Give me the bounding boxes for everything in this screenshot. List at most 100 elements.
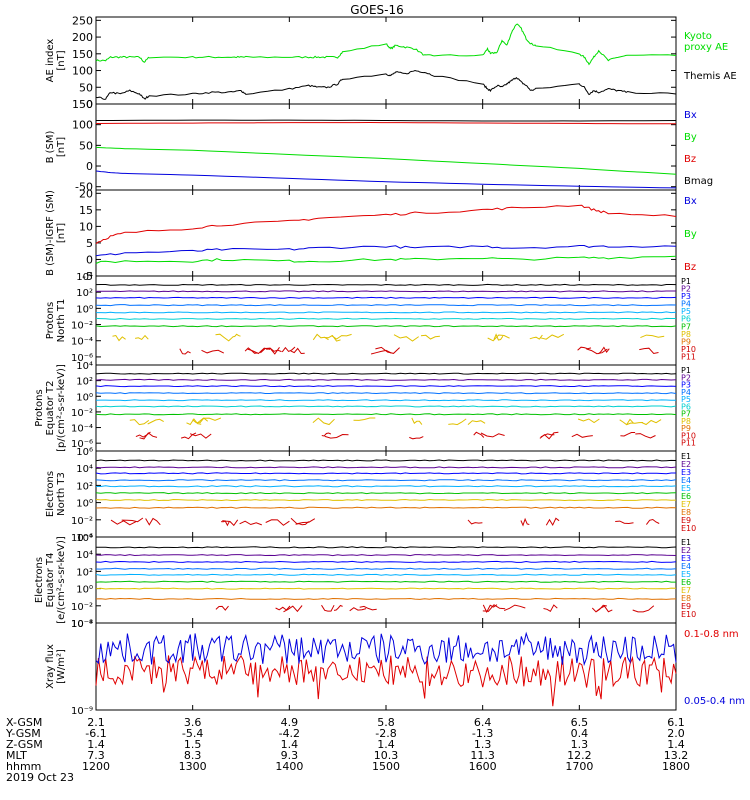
series-segment-P10 (179, 348, 191, 355)
legend-entry: P2 (681, 373, 691, 382)
legend-entry: P10 (681, 345, 696, 354)
ephemeris-value: 2.0 (667, 727, 685, 740)
ephemeris-value: 1.5 (184, 738, 202, 751)
y-tick-label: 100 (72, 119, 93, 132)
y-axis-label: Protons (45, 302, 56, 339)
y-tick-label: 15 (79, 204, 93, 217)
series-line-E1 (96, 546, 677, 549)
series-segment-P10 (409, 436, 424, 440)
y-axis-label: Equator T2 (45, 381, 56, 436)
series-segment-P10 (473, 431, 485, 438)
series-segment-E9 (333, 604, 343, 611)
series-line-By (95, 146, 677, 175)
series-segment-P8 (112, 334, 126, 342)
series-segment-E9 (520, 517, 530, 527)
ephemeris-value: 2.1 (87, 716, 105, 729)
ephemeris-value: 1.4 (377, 738, 395, 751)
legend-entry: By (684, 132, 697, 143)
legend-entry: P7 (681, 410, 691, 419)
series-segment-P8 (147, 418, 164, 425)
series-segment-P10 (135, 431, 151, 438)
y-tick-label: 10² (76, 288, 93, 299)
legend-entry: P1 (681, 366, 691, 375)
ephemeris-value: 9.3 (281, 749, 299, 762)
y-tick-label: 10⁴ (76, 464, 93, 475)
legend-entry: P4 (681, 300, 691, 309)
ephemeris-value: 1200 (82, 760, 110, 773)
series-segment-E9 (615, 520, 634, 525)
series-line-E2 (95, 554, 677, 557)
series-segment-E9 (110, 519, 137, 526)
y-tick-label: 10⁻² (71, 602, 93, 613)
legend-entry: E7 (681, 500, 691, 509)
legend-entry: proxy AE (684, 42, 728, 53)
series-line-0.1-0.8-nm (95, 654, 677, 707)
ephemeris-row-label: Z-GSM (6, 738, 43, 751)
series-segment-E9 (121, 517, 144, 523)
panel-frame (95, 364, 677, 452)
y-tick-label: 100 (72, 65, 93, 78)
legend-entry: E7 (681, 586, 691, 595)
series-line-E1 (95, 459, 677, 462)
ephemeris-row-label: Y-GSM (5, 727, 41, 740)
series-segment-E9 (295, 521, 310, 526)
series-segment-P10 (540, 433, 555, 438)
legend-entry: E6 (681, 578, 691, 587)
series-segment-P8 (493, 333, 504, 341)
series-line-Bmag (96, 119, 677, 122)
series-line-E6 (95, 492, 677, 495)
series-segment-E9 (265, 519, 290, 526)
series-segment-P8 (577, 418, 600, 424)
series-segment-E9 (482, 604, 498, 614)
series-line-E2 (95, 466, 677, 469)
y-tick-label: 10² (76, 377, 93, 388)
y-tick-label: 10² (76, 567, 93, 578)
y-tick-label: 10⁴ (76, 272, 93, 283)
legend-entry: P3 (681, 381, 691, 390)
series-segment-P10 (180, 432, 197, 440)
panel-3: -5 0 5 10 15 20 B (SM)-IGRF (SM) [nT] Bx By Bz (45, 187, 697, 283)
panel-frame (95, 16, 677, 105)
series-segment-P10 (189, 433, 212, 439)
legend-entry: P9 (681, 424, 691, 433)
y-tick-label: 10⁻⁹ (71, 706, 93, 717)
legend-entry: E5 (681, 484, 691, 493)
y-tick-label: 10⁻⁴ (71, 424, 93, 435)
y-axis-label: [nT] (56, 223, 67, 243)
y-axis-label: [nT] (56, 137, 67, 157)
series-segment-P8 (232, 333, 241, 338)
ephemeris-value: 3.6 (184, 716, 202, 729)
series-segment-P8 (197, 417, 222, 424)
series-line-P7 (95, 325, 677, 328)
ephemeris-row-label: MLT (6, 749, 27, 762)
y-axis-label: B (SM)-IGRF (SM) (45, 190, 56, 276)
y-tick-label: 0 (86, 160, 93, 173)
legend-entry: E10 (681, 524, 696, 533)
legend-entry: Themis AE (683, 71, 737, 82)
legend-entry: P7 (681, 322, 691, 331)
series-line-P5 (95, 399, 677, 402)
legend-entry: By (684, 229, 697, 240)
series-segment-P8 (619, 418, 634, 426)
series-segment-E9 (359, 605, 377, 611)
y-axis-label: Electrons (45, 471, 56, 517)
y-tick-label: -5 (82, 270, 93, 283)
series-line-E3 (95, 472, 676, 475)
series-line-Bx (95, 245, 677, 257)
series-segment-P10 (266, 347, 282, 353)
series-line-P4 (95, 392, 677, 395)
series-segment-P8 (135, 334, 149, 341)
y-tick-label: 150 (72, 48, 93, 61)
y-tick-label: 10⁻⁴ (71, 619, 93, 630)
series-line-E5 (96, 485, 677, 488)
legend-entry: Bz (684, 154, 696, 165)
ephemeris-value: -2.8 (375, 727, 396, 740)
y-axis-label: Protons (34, 389, 45, 426)
ephemeris-value: 1.4 (281, 738, 299, 751)
legend-entry: E8 (681, 508, 691, 517)
legend-entry: P3 (681, 292, 691, 301)
series-segment-P10 (375, 346, 400, 354)
plot-title: GOES-16 (350, 3, 404, 17)
y-tick-label: 50 (79, 139, 93, 152)
series-segment-E9 (632, 605, 655, 613)
